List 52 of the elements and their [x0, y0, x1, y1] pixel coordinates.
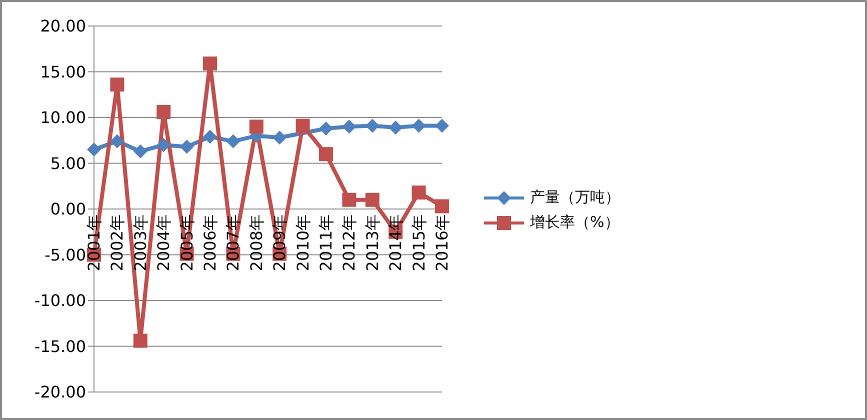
x-tick-label: 2012年 — [340, 214, 359, 272]
y-tick-label: -20.00 — [34, 382, 86, 402]
x-tick-label: 2003年 — [130, 214, 150, 272]
y-tick-label: 10.00 — [40, 108, 86, 128]
point — [156, 138, 171, 152]
point — [203, 56, 217, 71]
point — [388, 120, 403, 135]
point — [226, 134, 240, 148]
y-tick-label: -5.00 — [44, 245, 86, 264]
x-tick-label: 2004年 — [154, 214, 174, 272]
legend-label: 产量（万吨） — [530, 188, 620, 207]
point — [342, 192, 356, 207]
x-tick-label: 2016年 — [432, 214, 452, 272]
y-tick-label: 0.00 — [50, 200, 86, 219]
x-tick-label: 2002年 — [108, 214, 127, 272]
y-tick-label: 15.00 — [40, 62, 86, 82]
y-tick-label: 20.00 — [40, 16, 86, 36]
x-tick-label: 2008年 — [246, 214, 266, 272]
x-tick-label: 2014年 — [386, 214, 406, 272]
x-tick-label: 2009年 — [270, 214, 290, 272]
legend-label: 增长率（%） — [530, 213, 620, 232]
point — [249, 120, 264, 134]
point — [110, 134, 124, 148]
point — [156, 105, 171, 120]
point — [342, 120, 356, 134]
point — [365, 118, 380, 133]
x-tick-label: 2001年 — [84, 214, 104, 272]
x-tick-label: 2006年 — [200, 214, 220, 272]
point — [412, 186, 426, 200]
point — [133, 334, 148, 348]
x-tick-label: 2010年 — [293, 214, 312, 272]
y-tick-label: -10.00 — [34, 291, 86, 310]
point — [319, 147, 333, 162]
point — [435, 199, 449, 214]
x-tick-label: 2007年 — [224, 214, 243, 272]
x-tick-label: 2013年 — [362, 214, 382, 272]
point — [87, 142, 101, 157]
y-tick-label: -15.00 — [34, 336, 86, 356]
x-tick-label: 2005年 — [177, 214, 196, 272]
point — [296, 118, 310, 133]
y-tick-label: 5.00 — [50, 154, 86, 173]
point — [319, 121, 333, 136]
point — [412, 118, 426, 133]
point — [365, 192, 380, 207]
x-tick-label: 2011年 — [316, 214, 336, 272]
x-tick-label: 2015年 — [409, 214, 428, 272]
point — [272, 130, 287, 145]
point — [133, 144, 148, 158]
point — [180, 140, 194, 154]
point — [110, 78, 124, 92]
point — [203, 130, 217, 144]
point — [435, 118, 449, 133]
